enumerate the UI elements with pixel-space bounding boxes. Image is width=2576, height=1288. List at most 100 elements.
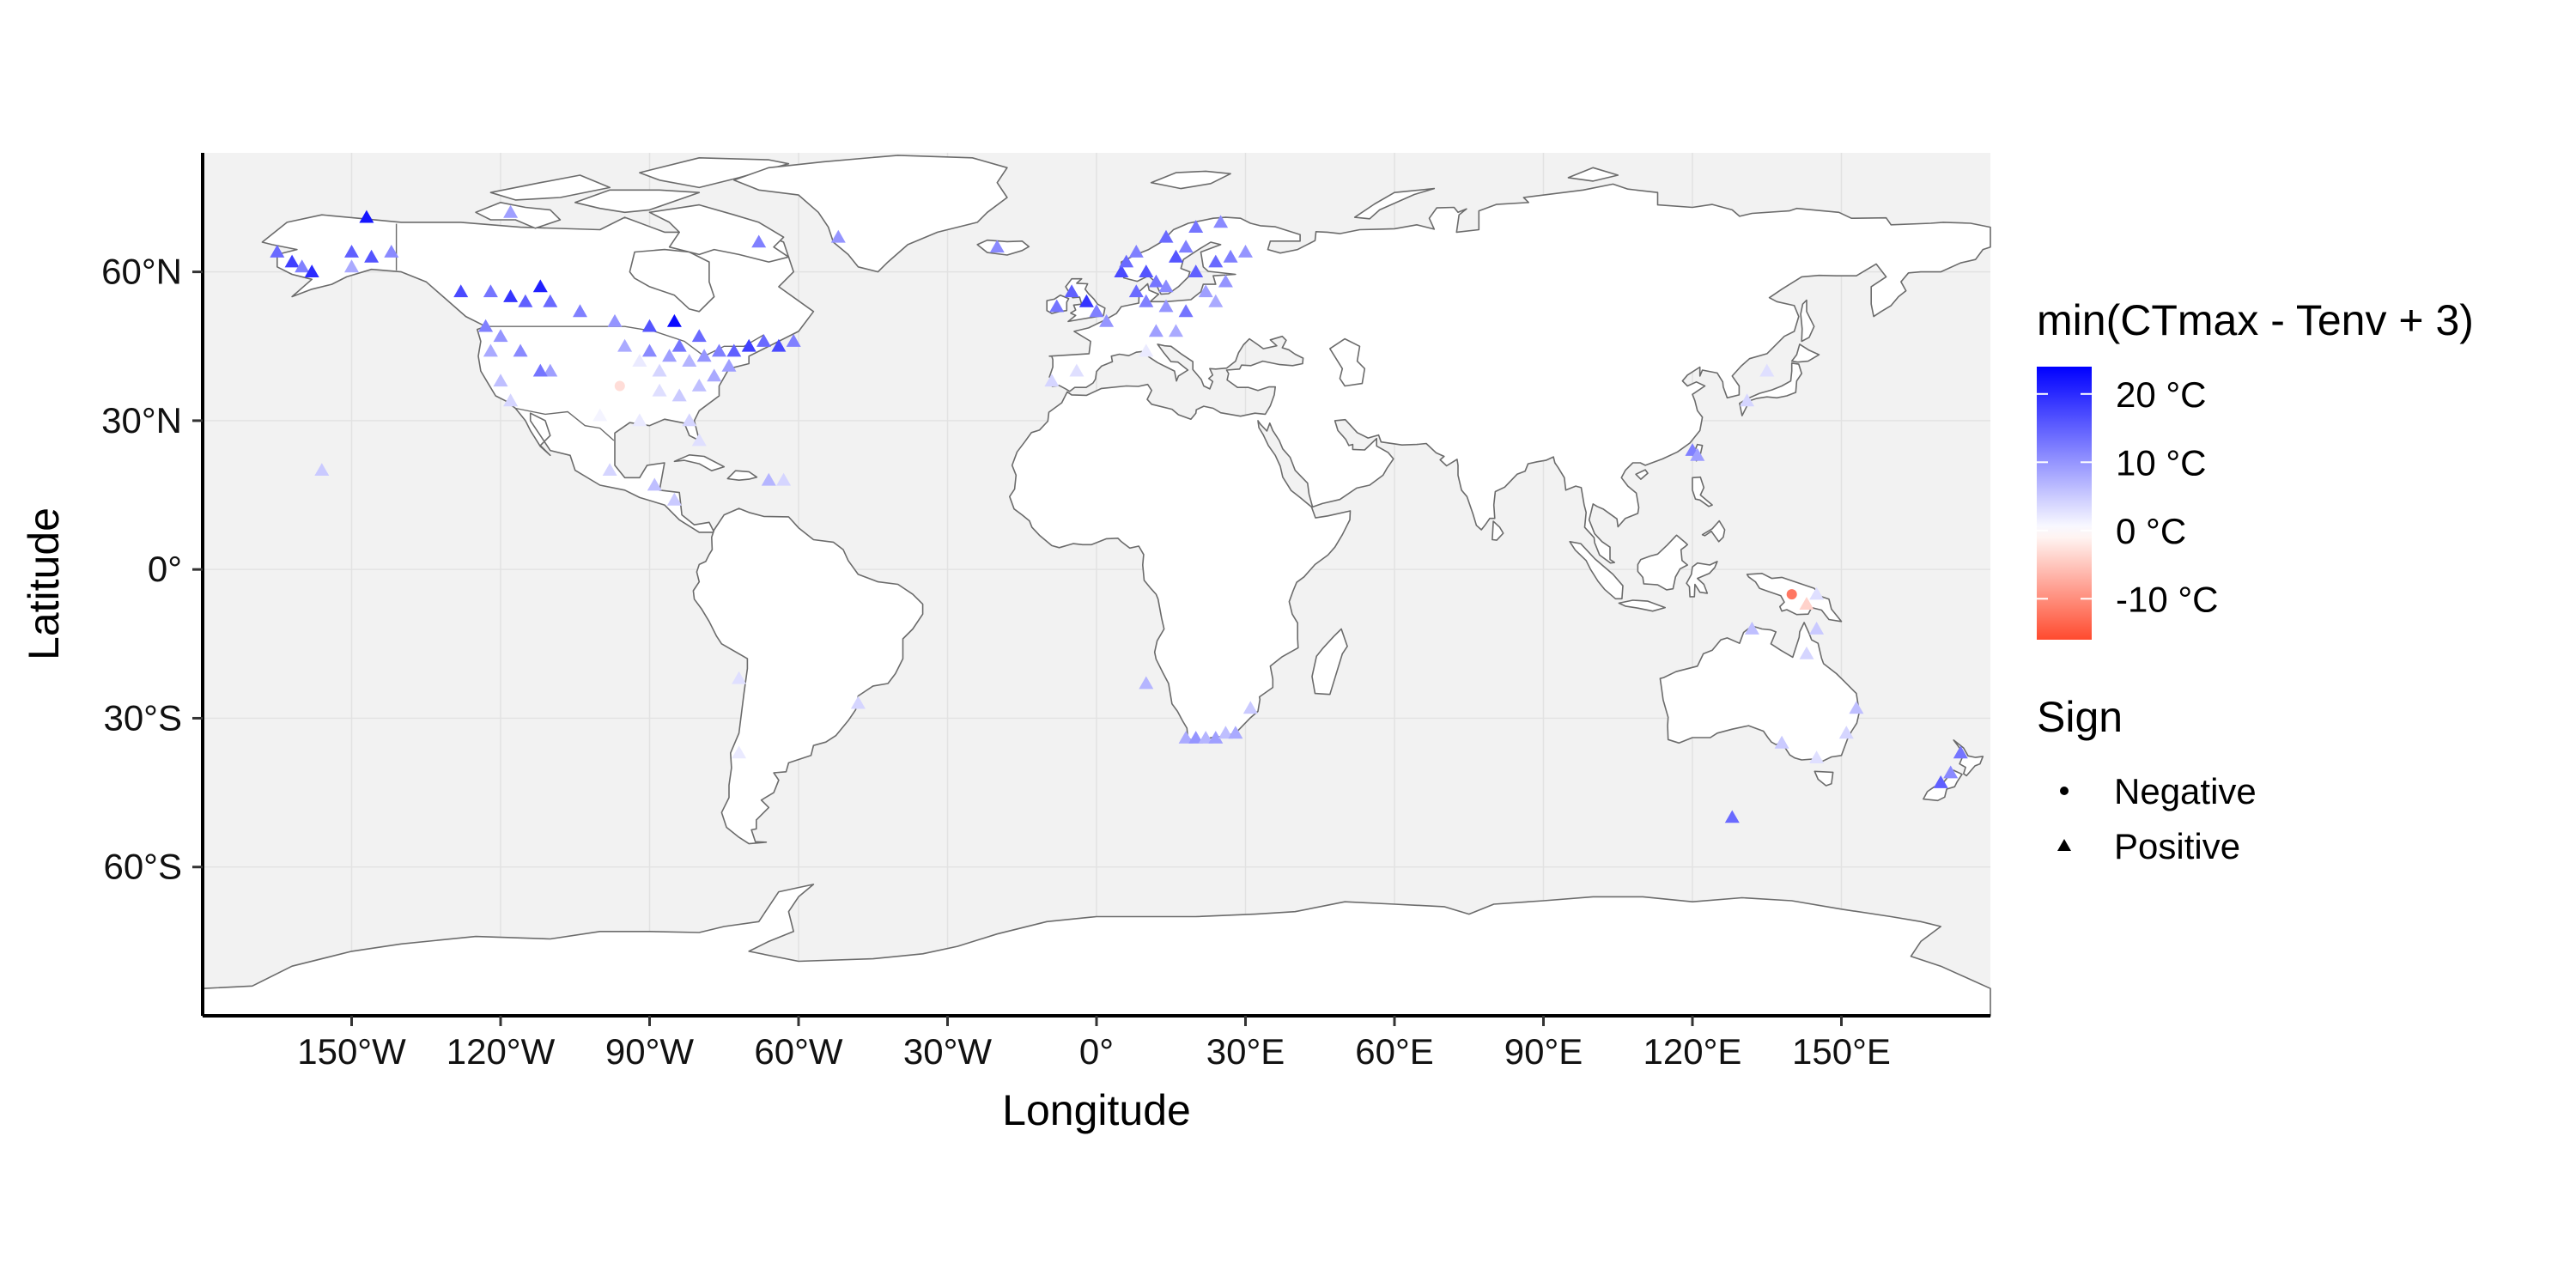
map-panel [202, 153, 1991, 1017]
point-positive [493, 329, 508, 343]
x-axis-ticks: 150°W 120°W 90°W 60°W 30°W 0° 30°E 60°E 90°E 120°… [297, 1016, 1891, 1072]
point-positive [671, 388, 687, 402]
landmass-hispaniola [726, 470, 758, 481]
point-positive [707, 368, 722, 382]
point-positive [732, 671, 747, 684]
point-positive [632, 413, 647, 427]
point-positive [1128, 284, 1144, 298]
point-positive [543, 363, 558, 377]
point-positive [1169, 324, 1183, 337]
point-positive [726, 343, 742, 357]
legend-triangle-icon [2057, 839, 2071, 851]
y-tick-label: 30°S [103, 697, 182, 738]
landmass-japan [1739, 362, 1802, 416]
point-positive [682, 354, 697, 367]
point-positive [295, 259, 310, 273]
landmass-hudson-bay [629, 248, 715, 313]
point-positive [691, 433, 707, 447]
point-positive [642, 319, 657, 332]
landmass-arctic-islands-1 [475, 202, 562, 229]
y-tick-label: 30°N [101, 400, 182, 440]
landmass-svalbard [1150, 170, 1231, 190]
point-positive [364, 249, 380, 263]
point-positive [662, 349, 677, 362]
point-positive [682, 413, 697, 427]
point-positive [1238, 245, 1253, 258]
point-positive [830, 229, 846, 243]
point-positive [652, 383, 667, 397]
point-positive [1069, 363, 1084, 377]
point-positive [384, 245, 399, 258]
color-break-label: 20 °C [2116, 374, 2207, 415]
landmass-caspian [1329, 337, 1366, 387]
point-positive [284, 254, 300, 268]
point-positive [1178, 731, 1194, 744]
land-layer [202, 155, 1991, 1017]
point-positive [1218, 274, 1233, 288]
axes: 150°W 120°W 90°W 60°W 30°W 0° 30°E 60°E 90°E 120°… [20, 153, 1990, 1134]
point-positive [1178, 304, 1194, 318]
landmass-eurasia-africa [1009, 183, 1991, 743]
color-bar [2037, 367, 2092, 640]
x-tick-label: 120°E [1643, 1031, 1742, 1072]
point-positive [493, 374, 508, 387]
point-positive [483, 343, 498, 357]
point-positive [652, 363, 667, 377]
landmass-sakhalin [1800, 299, 1815, 343]
landmass-sri-lanka [1492, 520, 1504, 541]
shape-legend-items: Negative Positive [2057, 771, 2257, 866]
color-bar-breaks: 20 °C 10 °C 0 °C -10 °C [2037, 374, 2219, 619]
point-positive [1064, 284, 1079, 298]
point-positive [1218, 726, 1233, 739]
point-positive [1774, 735, 1789, 749]
point-positive [1169, 249, 1183, 263]
x-tick-label: 150°E [1792, 1031, 1891, 1072]
point-positive [691, 379, 707, 392]
shape-legend-label: Positive [2114, 826, 2240, 866]
shape-legend-title: Sign [2037, 693, 2123, 741]
point-positive [573, 304, 587, 318]
landmass-sulawesi [1686, 561, 1718, 598]
landmass-greenland [733, 155, 1008, 273]
point-positive [989, 240, 1005, 253]
point-positive [1178, 240, 1194, 253]
point-positive [1953, 745, 1968, 759]
point-positive [647, 477, 662, 491]
y-axis-ticks: 60°N 30°N 0° 30°S 60°S [101, 252, 203, 887]
point-positive [503, 204, 519, 218]
landmass-baffin-island [648, 204, 790, 263]
point-positive [532, 363, 548, 377]
point-positive [270, 245, 285, 258]
point-positive [503, 289, 519, 302]
point-positive [359, 210, 374, 223]
point-positive [1838, 726, 1854, 739]
point-positive [1158, 229, 1174, 243]
point-positive [850, 696, 866, 709]
landmass-sumatra [1569, 541, 1624, 600]
landmass-antarctica [202, 884, 1991, 1017]
point-positive [1139, 343, 1154, 357]
point-positive [1148, 324, 1163, 337]
shape-legend-label: Negative [2114, 771, 2257, 811]
point-positive [1119, 254, 1134, 268]
point-positive [1724, 810, 1740, 823]
point-positive [453, 284, 469, 298]
color-legend-title: min(CTmax - Tenv + 3) [2037, 296, 2474, 344]
point-positive [1114, 264, 1129, 277]
landmass-severnaya-zemlya [1567, 167, 1619, 182]
point-positive [1228, 726, 1243, 739]
point-positive [1690, 447, 1705, 461]
point-positive [503, 393, 519, 407]
point-positive [741, 338, 756, 352]
point-positive [314, 463, 330, 476]
color-break-label: 0 °C [2116, 511, 2186, 551]
point-positive [1198, 731, 1213, 744]
landmass-madagascar [1311, 628, 1348, 696]
point-positive [513, 343, 528, 357]
point-positive [1759, 363, 1775, 377]
point-positive [1044, 374, 1060, 387]
landmass-java [1618, 599, 1666, 612]
point-positive [642, 343, 657, 357]
point-positive [1849, 701, 1864, 714]
point-positive [1809, 622, 1825, 635]
